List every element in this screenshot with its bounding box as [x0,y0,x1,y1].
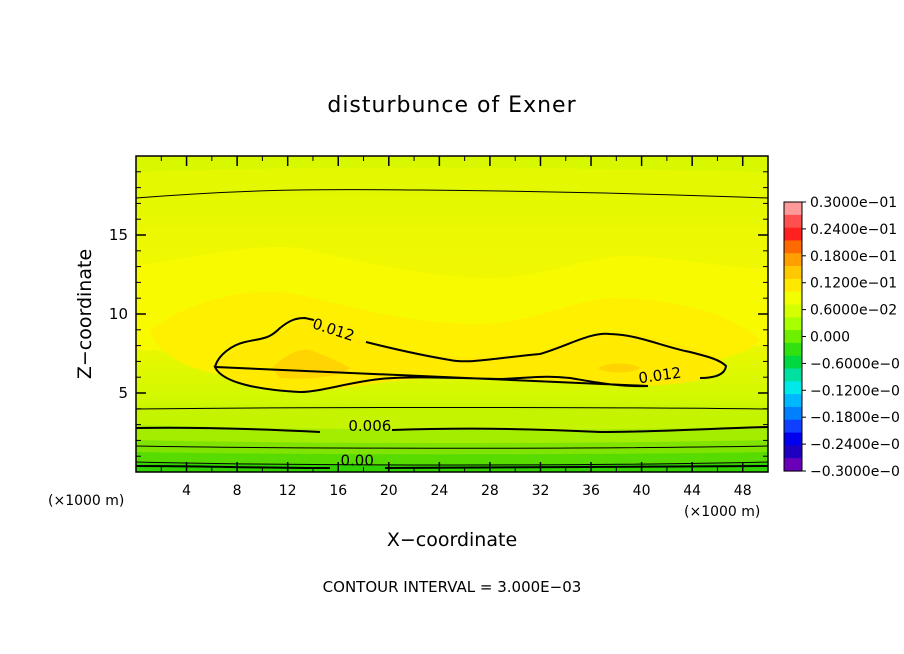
x-tick-label: 4 [182,483,191,499]
x-tick-label: 28 [481,483,499,499]
contour-0.012 [213,316,728,394]
contour-0.006 [136,426,768,434]
colorbar-swatch [784,317,802,331]
colorbar-label: −0.2400e−0 [810,437,900,453]
x-tick-label: 40 [633,483,651,499]
y-tick-label: 5 [118,384,128,402]
colorbar-label: 0.3000e−01 [810,195,897,211]
colorbar: 0.3000e−01 0.2400e−01 0.1800e−01 0.1200e−01… [783,195,900,480]
field-band-upper-2 [136,156,768,172]
colorbar-label: −0.6000e−0 [810,356,900,372]
x-tick-label: 20 [380,483,398,499]
colorbar-swatch [784,278,802,293]
contour-line-upper [136,189,768,199]
contour-label: 0.006 [348,417,391,435]
contour-0.000 [136,465,768,469]
colorbar-swatch [784,202,802,216]
colorbar-swatch [784,381,802,395]
x-axis-ticks: 4 8 12 16 20 24 28 32 36 40 44 48 [160,156,752,499]
y-tick-label: 10 [109,305,128,323]
colorbar-swatch [784,355,802,370]
x-tick-label: 24 [430,483,448,499]
colorbar-swatch [784,342,802,357]
colorbar-swatch [784,240,802,254]
y-axis-label: Z−coordinate [74,249,96,379]
colorbar-swatch [784,227,802,242]
colorbar-swatch [784,419,802,434]
x-axis-label: X−coordinate [387,529,517,551]
contour-line-low-b [136,445,768,449]
x-tick-label: 44 [683,483,701,499]
colorbar-label: 0.1200e−01 [810,276,897,292]
colorbar-label: 0.1800e−01 [810,249,897,265]
colorbar-label: 0.2400e−01 [810,222,897,238]
colorbar-swatch [784,368,802,382]
colorbar-swatch [784,394,802,408]
colorbar-swatch [784,406,802,421]
colorbar-label: 0.6000e−02 [810,303,897,319]
colorbar-swatch [784,458,802,472]
x-unit-right: (×1000 m) [684,504,760,520]
colorbar-swatch [784,266,802,280]
colorbar-label: −0.1800e−0 [810,410,900,426]
colorbar-swatch [784,432,802,446]
colorbar-label: −0.1200e−0 [810,383,900,399]
contour-line-low-c [136,461,768,466]
contour-label: 0.00 [340,452,373,470]
colorbar-label: −0.3000e−0 [810,464,900,480]
colorbar-swatch [784,330,802,344]
x-tick-label: 36 [582,483,600,499]
x-tick-label: 32 [532,483,550,499]
contour-line-low-a [136,407,768,410]
contour-interval-text: CONTOUR INTERVAL = 3.000E−03 [323,578,582,596]
colorbar-swatch [784,253,802,267]
field-band-peak-right [598,363,640,373]
colorbar-swatch [784,445,802,459]
x-tick-label: 12 [279,483,297,499]
plot-area [136,156,768,472]
x-tick-label: 8 [233,483,242,499]
x-unit-left: (×1000 m) [48,493,124,509]
chart-title: disturbunce of Exner [327,93,576,118]
y-tick-label: 15 [109,226,128,244]
x-tick-label: 48 [734,483,752,499]
colorbar-swatch [784,304,802,318]
y-axis-ticks: 5 10 15 [109,171,768,457]
colorbar-swatch [784,291,802,306]
x-tick-label: 16 [329,483,347,499]
contour-label: 0.012 [637,364,682,388]
field-band-higher [215,320,726,392]
colorbar-swatch [784,214,802,229]
colorbar-label: 0.000 [810,330,850,346]
